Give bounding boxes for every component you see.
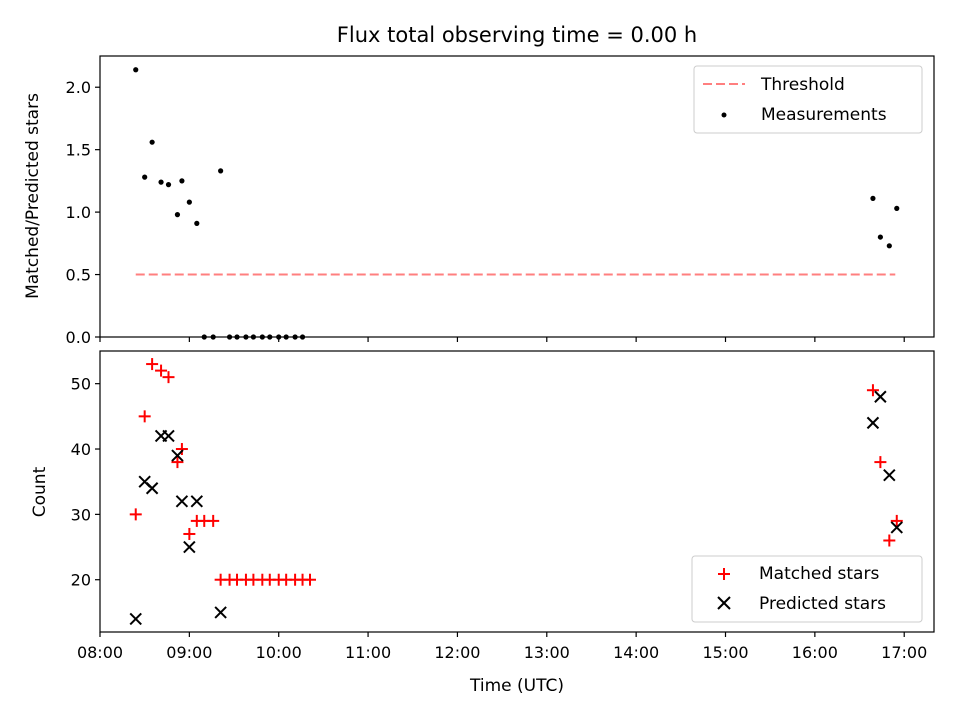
measurement-point <box>174 212 181 218</box>
bottom-axes: 20 30 40 50 08:00 09:00 10:00 11:00 12:00 13:00 1… <box>30 350 935 696</box>
predicted-star-point <box>866 416 880 430</box>
predicted-star-point <box>175 495 189 508</box>
matched-star-point <box>183 527 196 540</box>
x-tick-label: 17:00 <box>881 643 927 662</box>
predicted-star-point <box>162 429 175 443</box>
measurement-point <box>299 334 306 340</box>
measurement-point <box>201 334 207 340</box>
x-axis-label: Time (UTC) <box>469 676 564 696</box>
measurement-point <box>158 179 164 185</box>
matched-star-point <box>155 364 168 377</box>
measurement-point <box>267 334 273 340</box>
matched-star-point <box>207 514 220 527</box>
top-legend-box <box>693 65 923 134</box>
matched-stars-points <box>129 358 903 586</box>
predicted-star-point <box>890 521 903 534</box>
bottom-plot-frame <box>99 350 935 633</box>
legend-matched-swatch <box>718 568 730 580</box>
x-tick-label: 12:00 <box>434 643 480 662</box>
x-tick-label: 08:00 <box>77 643 123 662</box>
matched-star-point <box>171 456 184 469</box>
x-tick-label: 14:00 <box>613 643 659 662</box>
top-y-tick-label: 0.0 <box>66 328 91 347</box>
bottom-y-tick-label: 40 <box>71 440 91 459</box>
matched-star-point <box>162 371 175 384</box>
legend-predicted-label: Predicted stars <box>759 594 886 614</box>
predicted-star-point <box>145 482 159 495</box>
bottom-y-tick-label: 50 <box>71 375 91 394</box>
bottom-y-axis-label: Count <box>30 466 50 517</box>
predicted-star-point <box>214 606 227 619</box>
measurement-point <box>194 220 200 226</box>
top-y-tick-label: 2.0 <box>66 78 91 97</box>
matched-star-point <box>874 456 887 469</box>
top-y-tick-label: 1.0 <box>66 203 91 222</box>
measurement-point <box>142 174 148 180</box>
top-y-tick-label: 1.5 <box>66 141 91 160</box>
measurement-point <box>250 334 256 340</box>
measurement-point <box>243 334 249 340</box>
legend-measurements-swatch <box>721 112 727 118</box>
predicted-star-point <box>874 390 887 403</box>
measurement-point <box>210 334 216 340</box>
predicted-star-point <box>129 612 142 626</box>
x-tick-label: 13:00 <box>524 643 570 662</box>
matched-star-point <box>129 508 142 521</box>
measurement-point <box>226 334 233 340</box>
x-tick-label: 09:00 <box>166 643 212 662</box>
legend-measurements-label: Measurements <box>761 105 887 125</box>
measurement-point <box>259 334 265 340</box>
top-plot-frame <box>99 55 935 338</box>
measurement-point <box>149 139 155 145</box>
measurement-points <box>133 67 900 340</box>
bottom-legend-box <box>691 555 923 623</box>
bottom-legend: Matched stars Predicted stars <box>691 555 923 623</box>
matched-star-point <box>866 384 879 397</box>
x-tick-label: 16:00 <box>792 643 838 662</box>
chart-title: Flux total observing time = 0.00 h <box>337 23 697 47</box>
legend-predicted-swatch <box>717 596 731 610</box>
top-y-ticks: 0.0 0.5 1.0 1.5 2.0 <box>66 78 100 347</box>
measurement-point <box>877 234 883 240</box>
measurement-point <box>234 334 240 340</box>
predicted-star-point <box>183 540 196 554</box>
matched-star-point <box>883 534 896 547</box>
x-tick-label: 11:00 <box>345 643 391 662</box>
measurement-point <box>179 178 185 184</box>
measurement-point <box>133 67 139 73</box>
top-y-tick-label: 0.5 <box>66 266 91 285</box>
predicted-star-point <box>190 495 204 508</box>
legend-matched-label: Matched stars <box>759 564 879 584</box>
predicted-stars-points <box>129 390 903 626</box>
bottom-y-ticks: 20 30 40 50 <box>71 375 100 590</box>
measurement-point <box>870 195 876 201</box>
matched-star-point <box>175 443 188 456</box>
measurement-point <box>218 168 224 174</box>
bottom-y-tick-label: 30 <box>71 505 91 524</box>
measurement-point <box>886 243 892 249</box>
top-axes: 0.00.51.01.52.0 Matched/Predicted stars … <box>23 55 935 347</box>
matched-star-point <box>146 358 159 371</box>
top-legend: Threshold Measurements <box>693 65 923 134</box>
top-y-axis-label: Matched/Predicted stars <box>23 93 43 299</box>
legend-threshold-label: Threshold <box>760 75 845 95</box>
measurement-point <box>292 334 298 340</box>
x-tick-label: 10:00 <box>256 643 302 662</box>
measurement-point <box>894 205 900 211</box>
measurement-point <box>276 334 282 340</box>
measurement-point <box>186 199 192 205</box>
matched-star-point <box>890 514 903 527</box>
x-tick-label: 15:00 <box>702 643 748 662</box>
measurement-point <box>283 334 289 340</box>
bottom-y-tick-label: 20 <box>71 571 91 590</box>
matched-star-point <box>138 410 151 423</box>
predicted-star-point <box>171 449 184 462</box>
bottom-x-ticks: 08:00 09:00 10:00 11:00 12:00 13:00 14:00 15:00… <box>77 632 927 662</box>
predicted-star-point <box>883 468 896 482</box>
measurement-point <box>165 182 172 188</box>
matched-star-point <box>303 573 316 586</box>
